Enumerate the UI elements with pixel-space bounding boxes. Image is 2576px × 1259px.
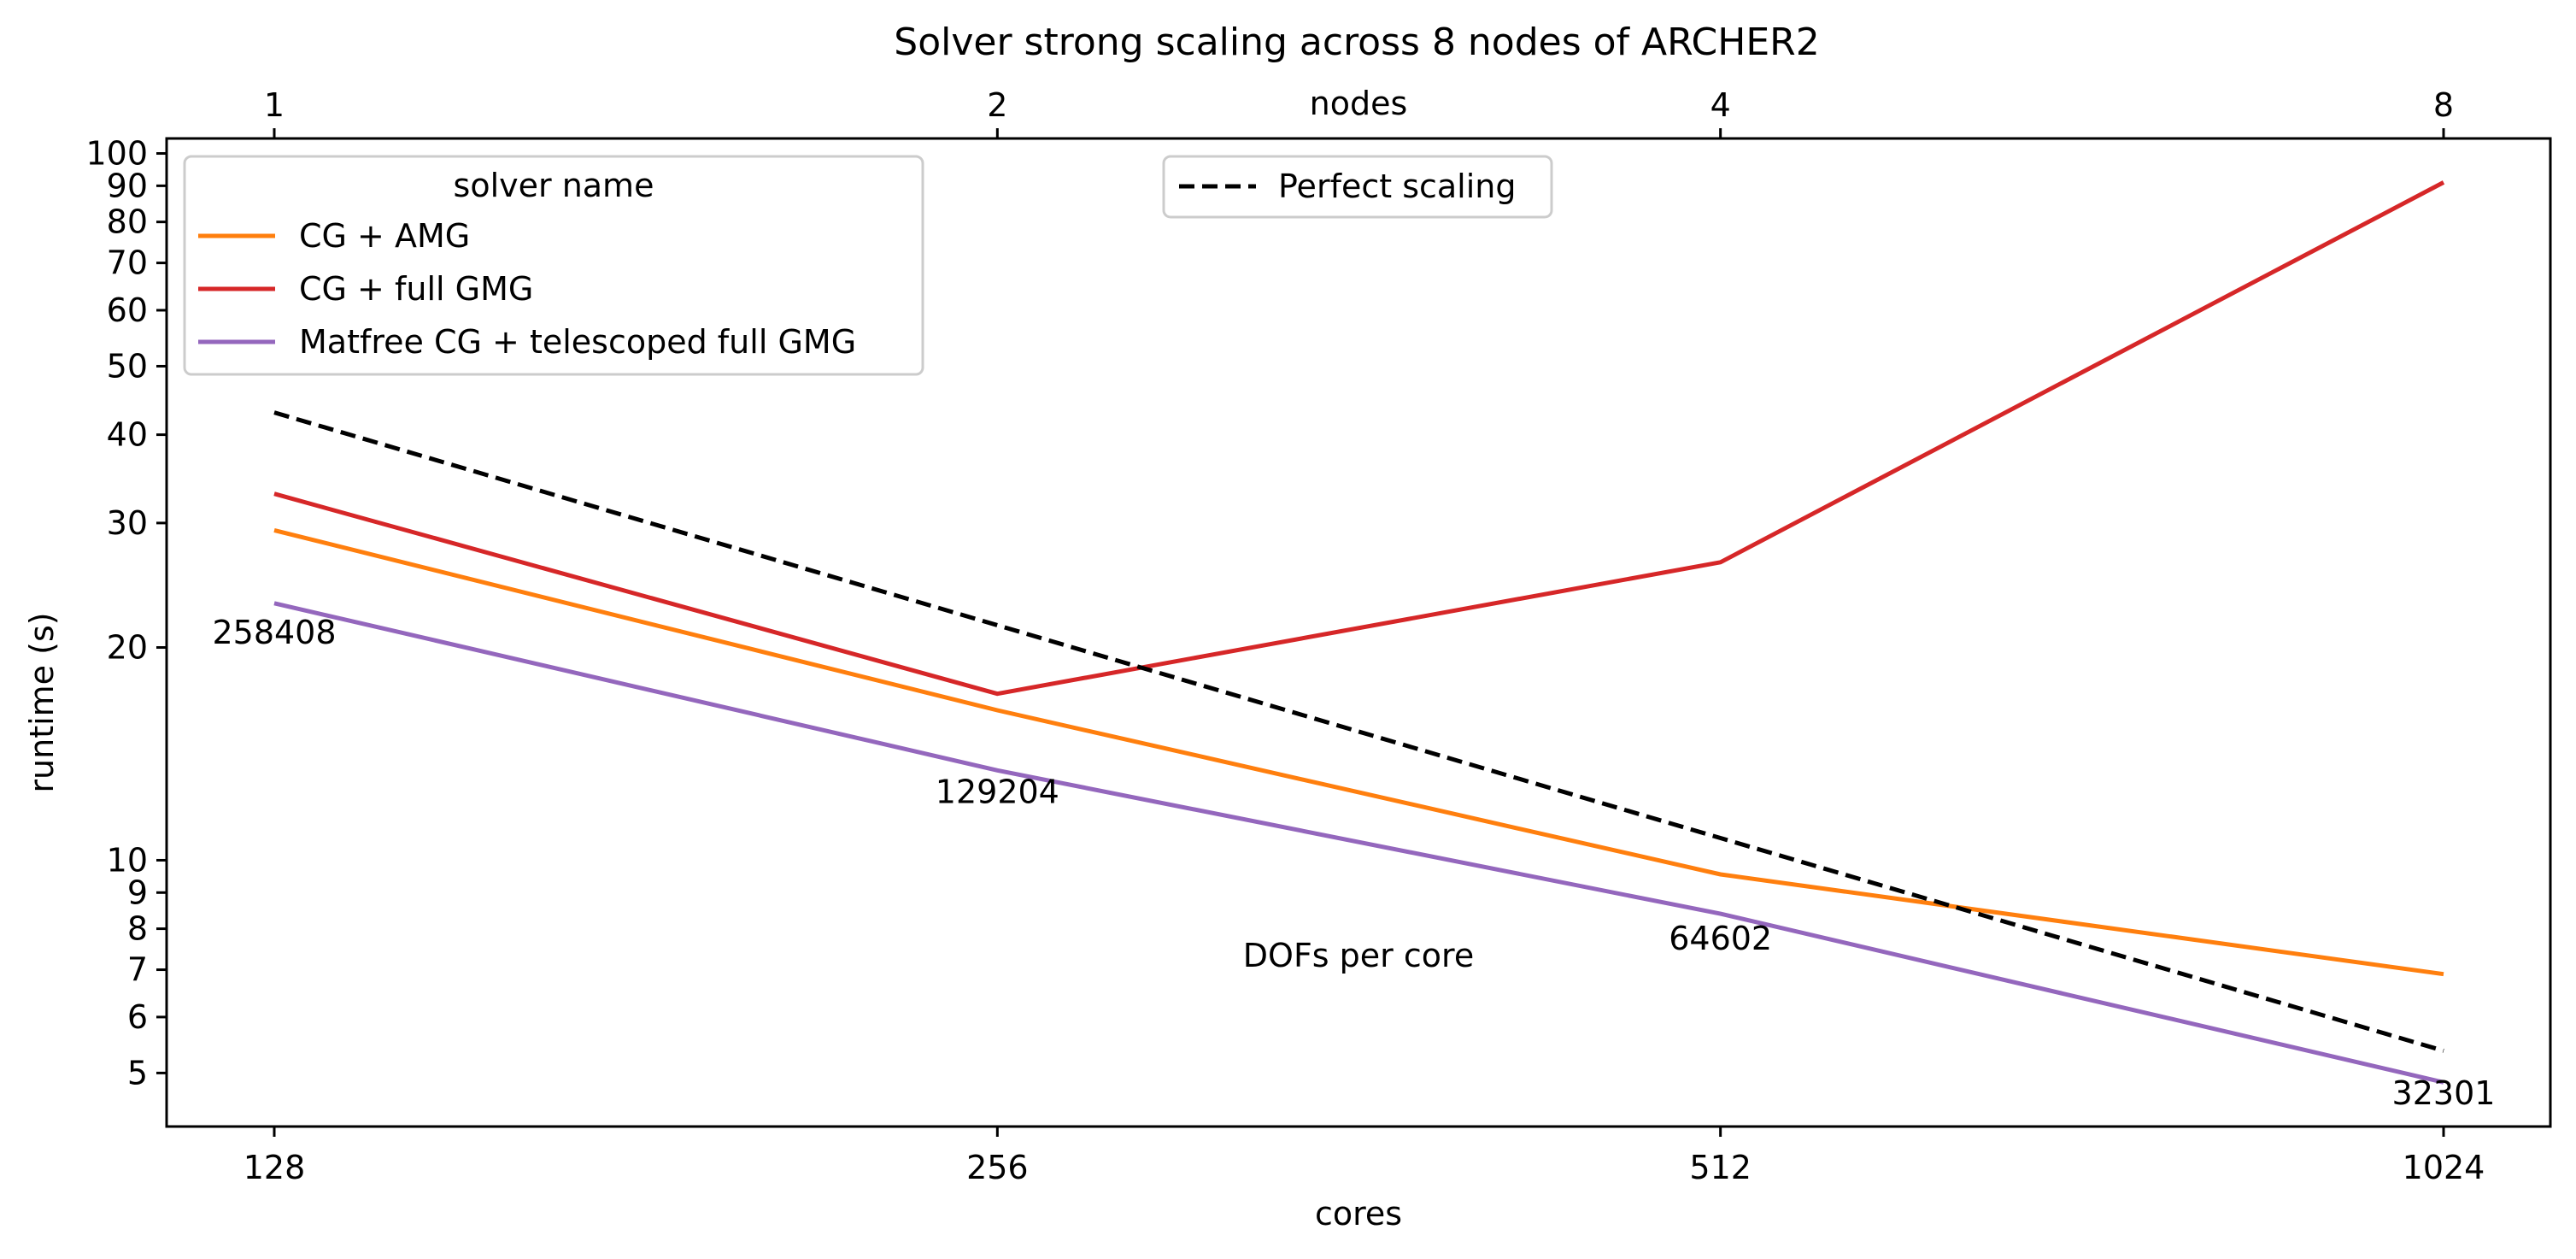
legend-box <box>183 155 924 376</box>
y-tick-label: 7 <box>127 951 148 989</box>
y-tick-label: 70 <box>107 244 148 282</box>
dofs-annotation: 32301 <box>2392 1074 2496 1112</box>
dofs-annotation: 129204 <box>936 773 1059 810</box>
top-tick-label: 8 <box>2433 86 2454 124</box>
x-axis-label: cores <box>1315 1195 1402 1233</box>
y-tick-label: 20 <box>107 629 148 667</box>
series-line-cg-full-gmg <box>273 180 2445 697</box>
x-tick-label: 512 <box>1689 1149 1752 1186</box>
x-tick-label: 128 <box>244 1149 306 1186</box>
top-axis-label: nodes <box>1310 85 1408 122</box>
series-line-matfree-cg-telescoped-full-gmg <box>273 601 2444 1085</box>
legend-solver: solver name CG + AMG CG + full GMG Matfree… <box>183 155 924 376</box>
legend-box <box>1162 155 1553 219</box>
y-tick-label: 80 <box>107 203 148 241</box>
legend-label: CG + AMG <box>299 217 470 255</box>
y-tick-label: 10 <box>107 841 148 879</box>
y-tick-label: 30 <box>107 504 148 542</box>
series-line-perfect-scaling <box>273 410 2444 1053</box>
series-line-cg-amg <box>273 527 2444 977</box>
y-tick-label: 40 <box>107 416 148 454</box>
dofs-annotation: 258408 <box>212 614 336 651</box>
x-tick-label: 256 <box>966 1149 1029 1186</box>
y-tick-label: 5 <box>127 1054 148 1091</box>
legend2-entries: Perfect scaling <box>1179 168 1517 205</box>
y-tick-label: 6 <box>127 998 148 1036</box>
chart-title: Solver strong scaling across 8 nodes of … <box>894 21 1819 64</box>
y-tick-label: 9 <box>127 874 148 911</box>
top-tick-label: 4 <box>1710 86 1731 124</box>
y-tick-label: 90 <box>107 167 148 204</box>
legend-label: CG + full GMG <box>299 270 533 308</box>
plot-frame <box>165 137 2552 1128</box>
legend-perfect: Perfect scaling <box>1162 155 1553 219</box>
top-tick-label: 1 <box>264 86 285 124</box>
top-tick-label: 2 <box>987 86 1007 124</box>
dofs-annotation: 64602 <box>1669 920 1772 957</box>
dofs-per-core-label: DOFs per core <box>1243 937 1474 974</box>
legend-entries: CG + AMG CG + full GMG Matfree CG + telesc… <box>198 217 856 361</box>
legend-label: Matfree CG + telescoped full GMG <box>299 323 856 361</box>
annotations-group: 258408 129204 64602 32301 <box>212 614 2495 1112</box>
y-tick-label: 8 <box>127 910 148 948</box>
y-axis-label: runtime (s) <box>23 612 61 792</box>
y-tick-label: 100 <box>85 135 148 173</box>
x-tick-label: 1024 <box>2403 1149 2485 1186</box>
series-group <box>273 180 2445 1085</box>
y-tick-label: 60 <box>107 291 148 329</box>
legend-title: solver name <box>454 167 654 204</box>
legend-label: Perfect scaling <box>1278 168 1517 205</box>
y-tick-label: 50 <box>107 347 148 385</box>
